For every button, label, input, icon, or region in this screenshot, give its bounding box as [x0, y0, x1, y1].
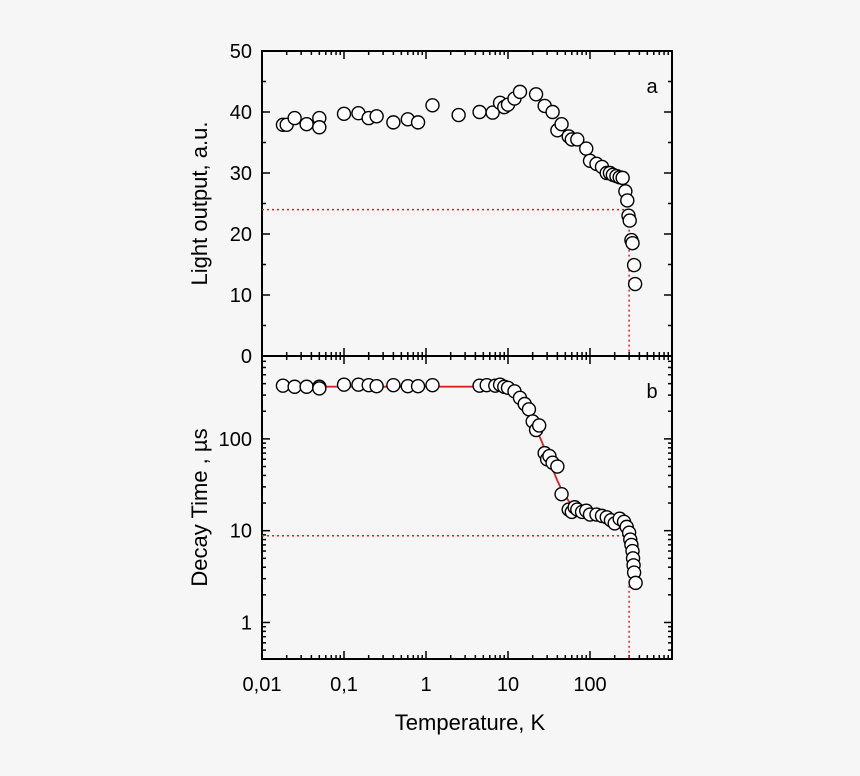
- data-point-a: [369, 109, 384, 124]
- data-point-b: [299, 379, 314, 394]
- data-point-a: [615, 170, 630, 186]
- data-point-b: [336, 377, 352, 392]
- data-point-a: [625, 235, 640, 251]
- data-point-b: [410, 379, 426, 394]
- data-point-a: [528, 87, 544, 102]
- plot-frame-b: [261, 355, 673, 660]
- y-tick-label-a: 40: [230, 102, 252, 124]
- data-point-b: [369, 379, 384, 394]
- data-point-a: [451, 107, 466, 123]
- y-axis-title-a: Light output, a.u.: [187, 122, 212, 286]
- data-point-b: [312, 381, 327, 396]
- x-tick-label: 1: [420, 674, 431, 696]
- data-point-a: [620, 193, 635, 208]
- data-point-b: [531, 418, 547, 433]
- data-point-a: [336, 106, 352, 122]
- data-point-a: [410, 115, 426, 130]
- data-point-b: [628, 575, 643, 591]
- panel-label-b: b: [646, 381, 657, 403]
- y-tick-label-a: 10: [230, 285, 252, 307]
- y-tick-label-b: 1: [241, 612, 252, 634]
- data-point-a: [472, 104, 487, 120]
- x-tick-label: 0,1: [330, 674, 358, 696]
- data-point-a: [579, 141, 594, 156]
- y-tick-label-a: 0: [241, 346, 252, 368]
- data-point-a: [287, 110, 302, 126]
- data-point-a: [386, 115, 401, 130]
- data-point-a: [425, 98, 440, 113]
- data-point-b: [275, 378, 291, 393]
- data-point-a: [570, 132, 585, 147]
- y-tick-label-b: 100: [219, 429, 252, 451]
- data-point-b: [521, 402, 537, 417]
- data-point-b: [287, 379, 302, 394]
- data-point-a: [312, 120, 327, 135]
- panel-label-a: a: [646, 76, 658, 98]
- data-point-a: [545, 104, 560, 120]
- x-axis-title: Temperature, K: [395, 710, 546, 735]
- data-point-a: [299, 116, 314, 132]
- data-point-b: [386, 377, 401, 393]
- fit-line-b: [282, 385, 637, 582]
- data-point-a: [627, 276, 643, 292]
- data-point-a: [485, 105, 500, 120]
- data-point-b: [425, 377, 440, 393]
- y-tick-label-b: 10: [230, 521, 252, 543]
- data-point-b: [550, 459, 565, 474]
- data-point-b: [554, 486, 569, 502]
- y-axis-title-b: Decay Time , µs: [187, 428, 212, 586]
- data-point-a: [626, 257, 642, 273]
- data-point-a: [554, 116, 569, 132]
- data-point-a: [512, 84, 528, 100]
- y-tick-label-a: 50: [230, 41, 252, 63]
- panel-a-light-output: 0 10 20 30 40 50 Light output, a.u. a: [187, 41, 673, 368]
- x-tick-label: 0,01: [243, 674, 282, 696]
- panel-b-decay-time: 0,01 0,1 1 10 100 1 10 100 Decay Time , µs b: [187, 355, 673, 696]
- plot-frame-a: [261, 50, 673, 357]
- y-tick-label-a: 20: [230, 224, 252, 246]
- y-tick-label-a: 30: [230, 163, 252, 185]
- x-tick-label: 100: [573, 674, 606, 696]
- data-point-a: [622, 213, 637, 228]
- x-tick-label: 10: [497, 674, 519, 696]
